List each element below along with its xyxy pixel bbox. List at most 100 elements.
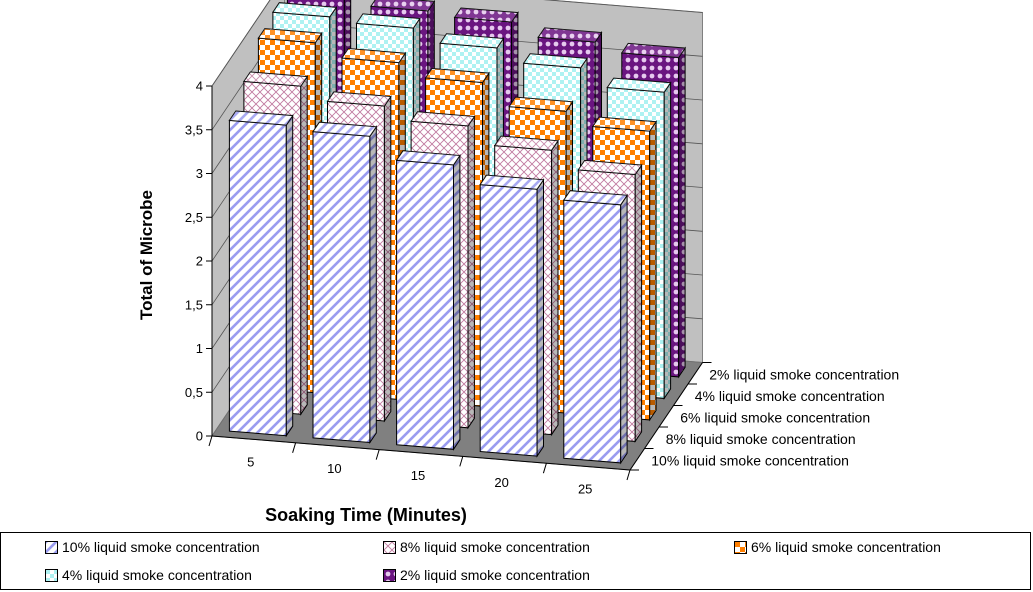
bar-top — [562, 190, 628, 206]
bar-side-shade — [537, 179, 544, 457]
bar-side-shade — [369, 126, 377, 443]
x-tick-label: 5 — [247, 454, 254, 469]
legend-item: 2% liquid smoke concentration — [383, 567, 590, 583]
y-tick-label: 3,5 — [185, 122, 203, 137]
bar-side-shade — [620, 195, 628, 463]
bar-top-shade — [313, 122, 377, 137]
bar-top-shade — [327, 91, 391, 106]
bar-top-shade — [592, 117, 657, 132]
legend-swatch — [734, 540, 747, 554]
y-tick-label: 0 — [196, 429, 203, 444]
x-tick — [292, 442, 297, 453]
legend-label: 10% liquid smoke concentration — [62, 539, 260, 555]
bar-top — [272, 2, 338, 18]
bar-front — [396, 159, 454, 450]
bar-top — [577, 159, 643, 176]
bar-top — [228, 110, 294, 126]
bar-top-shade — [272, 2, 337, 17]
x-tick-label: 20 — [494, 475, 508, 490]
bar-top — [439, 33, 505, 49]
bar-side-shade — [664, 82, 671, 399]
bar-top-shade — [411, 111, 475, 126]
bar-top-shade — [425, 68, 489, 83]
bar-top-shade — [509, 97, 573, 112]
bar — [479, 174, 545, 458]
bar-front — [479, 184, 538, 457]
bar-top — [453, 7, 519, 23]
legend-swatch — [45, 540, 58, 554]
bar-top — [493, 135, 559, 151]
bar-top-shade — [494, 136, 558, 151]
x-tick — [375, 449, 380, 460]
bar-top-shade — [229, 111, 293, 126]
y-axis-title: Total of Microbe — [137, 190, 156, 320]
x-axis-title: Soaking Time (Minutes) — [265, 505, 467, 525]
bar-top-shade — [440, 33, 504, 48]
bar-top-shade — [258, 28, 322, 43]
bar-side-shade — [678, 48, 686, 377]
bar-top — [355, 13, 421, 29]
depth-tick-label: 4% liquid smoke concentration — [695, 388, 885, 404]
bar-top — [606, 77, 672, 93]
bar-top-shade — [454, 8, 518, 22]
legend-item: 10% liquid smoke concentration — [45, 539, 260, 555]
depth-tick-label: 8% liquid smoke concentration — [666, 431, 856, 447]
bar-side-shade — [453, 155, 460, 450]
bar-top-shade — [243, 72, 308, 87]
axes-group: 0 0,5 1 1,5 2 2,5 3 3,5 4 5 10 15 20 25 10% liquid smo… — [185, 79, 899, 497]
bar-top-shade — [371, 0, 435, 11]
bar-top — [508, 96, 574, 112]
bar-top — [257, 28, 323, 44]
bar-front — [228, 119, 287, 437]
bar-top-shade — [342, 48, 406, 63]
chart-canvas: 0 0,5 1 1,5 2 2,5 3 3,5 4 5 10 15 20 25 10% liquid smo… — [137, 0, 899, 525]
x-tick-label: 15 — [411, 468, 425, 483]
y-tick-label: 0,5 — [185, 385, 203, 400]
legend-item: 4% liquid smoke concentration — [45, 567, 252, 583]
bar-top-shade — [607, 78, 671, 93]
bar-top — [326, 91, 392, 107]
x-tick — [459, 456, 464, 467]
bar-top — [424, 67, 490, 84]
y-tick-label: 2,5 — [185, 210, 203, 225]
bar-side-shade — [384, 96, 391, 421]
bar-top — [312, 121, 378, 137]
y-tick-label: 2 — [196, 254, 203, 269]
legend-item: 8% liquid smoke concentration — [383, 539, 590, 555]
bar — [395, 150, 461, 451]
bar-series-group — [228, 0, 686, 465]
bar-side-shade — [551, 140, 558, 435]
depth-tick-label: 2% liquid smoke concentration — [709, 366, 899, 382]
bar-top-shade — [563, 190, 628, 205]
bar-top — [370, 0, 436, 12]
bar-top — [395, 150, 461, 166]
y-tick-label: 1,5 — [185, 297, 203, 312]
x-tick — [542, 463, 547, 474]
bar-side-shade — [635, 165, 642, 442]
x-tick — [626, 469, 631, 481]
y-tick-label: 1 — [196, 341, 203, 356]
legend-label: 4% liquid smoke concentration — [62, 567, 252, 583]
bar-top — [537, 27, 603, 43]
bar-top-shade — [621, 43, 686, 58]
bar-top — [479, 174, 545, 190]
bar-side-shade — [468, 116, 475, 428]
bar — [228, 110, 294, 438]
bar-top — [243, 71, 309, 87]
bar-top — [620, 42, 686, 59]
y-tick-label: 3 — [196, 166, 203, 181]
bar-side-shade — [649, 121, 657, 420]
bar — [312, 121, 378, 445]
bar-side-shade — [286, 115, 293, 436]
x-tick-label: 25 — [578, 482, 592, 497]
legend-label: 8% liquid smoke concentration — [400, 539, 590, 555]
legend-label: 2% liquid smoke concentration — [400, 567, 590, 583]
bar-top — [591, 116, 657, 132]
bar-top-shade — [578, 160, 642, 175]
bar — [562, 190, 628, 465]
bar-top — [341, 47, 407, 64]
y-tick-label: 4 — [196, 79, 203, 94]
bar-top-shade — [396, 150, 460, 165]
legend-item: 6% liquid smoke concentration — [734, 539, 941, 555]
depth-tick-label: 6% liquid smoke concentration — [680, 409, 870, 425]
